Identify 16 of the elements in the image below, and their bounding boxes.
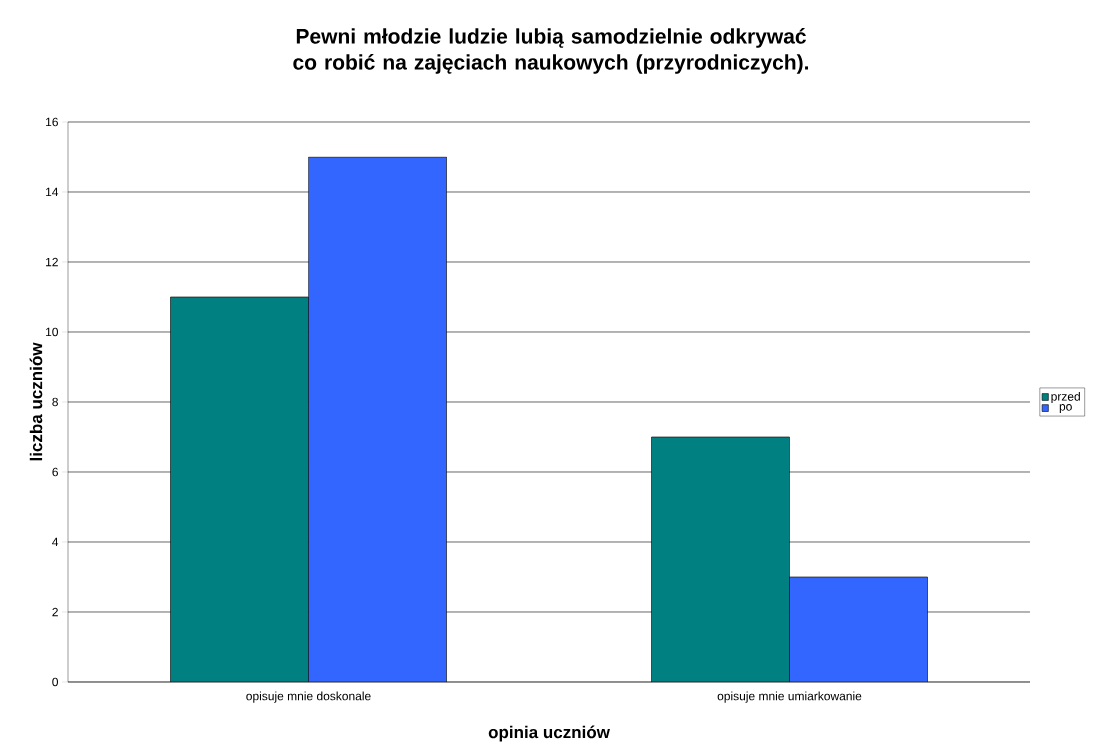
y-tick-label: 0 bbox=[52, 677, 59, 687]
x-tick-label: opisuje mnie umiarkowanie bbox=[717, 691, 862, 703]
y-axis-title: liczba uczniów bbox=[29, 342, 43, 461]
y-tick-label: 12 bbox=[46, 257, 58, 267]
y-tick-label: 6 bbox=[52, 467, 58, 477]
y-tick-label: 16 bbox=[46, 117, 58, 127]
legend-label: po bbox=[1059, 404, 1072, 414]
x-tick-label: opisuje mnie doskonale bbox=[246, 691, 371, 703]
y-tick-label: 4 bbox=[52, 537, 59, 547]
y-tick-label: 8 bbox=[52, 397, 58, 407]
y-tick-label: 2 bbox=[52, 607, 58, 617]
x-axis-title: opinia uczniów bbox=[488, 725, 610, 742]
y-tick-label: 14 bbox=[46, 187, 59, 197]
chart-title: Pewni młodzie ludzie lubią samodzielnie odkrywać co robić na zajęciach naukowych (przyrodniczych). bbox=[293, 28, 809, 74]
y-tick-label: 10 bbox=[46, 327, 59, 337]
legend-label: przed bbox=[1051, 391, 1080, 404]
